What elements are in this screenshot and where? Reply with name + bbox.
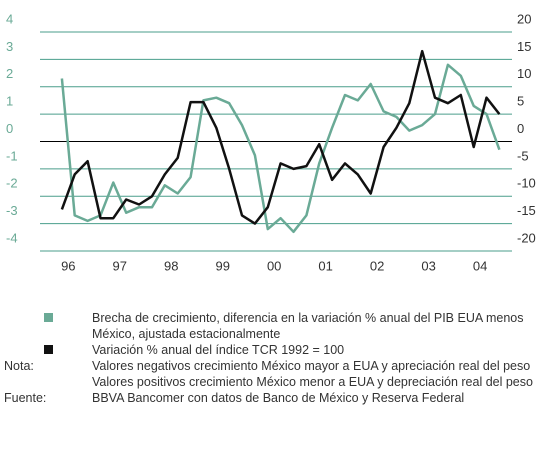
legend-entry: Variación % anual del índice TCR 1992 = … xyxy=(0,342,553,358)
x-tick-label: 01 xyxy=(318,258,332,273)
x-tick-label: 97 xyxy=(113,258,127,273)
x-tick-label: 98 xyxy=(164,258,178,273)
note-spacer xyxy=(0,374,92,390)
y-tick-label: -3 xyxy=(6,203,18,218)
y2-tick-label: 10 xyxy=(517,66,531,81)
legend-key xyxy=(0,310,92,342)
series-line xyxy=(60,49,501,225)
y2-tick-label: -15 xyxy=(517,203,536,218)
legend-swatch xyxy=(44,345,53,354)
y-tick-label: 2 xyxy=(6,66,13,81)
y2-tick-label: 5 xyxy=(517,94,524,109)
x-tick-label: 04 xyxy=(473,258,487,273)
legend-label: Variación % anual del índice TCR 1992 = … xyxy=(92,343,345,357)
note-row: Fuente: BBVA Bancomer con datos de Banco … xyxy=(0,390,553,406)
x-tick-label: 00 xyxy=(267,258,281,273)
y-tick-label: 1 xyxy=(6,94,13,109)
y-tick-label: -1 xyxy=(6,148,18,163)
note-text: Valores negativos crecimiento México may… xyxy=(92,359,531,373)
y-tick-label: -4 xyxy=(6,230,18,245)
note-label: Nota: xyxy=(4,359,34,373)
y-tick-label: 3 xyxy=(6,39,13,54)
y2-tick-label: 20 xyxy=(517,11,531,26)
legend-swatch xyxy=(44,313,53,322)
legend: Brecha de crecimiento, diferencia en la … xyxy=(0,310,553,406)
note-text: BBVA Bancomer con datos de Banco de Méxi… xyxy=(92,391,465,405)
y2-tick-label: -10 xyxy=(517,176,536,191)
y-tick-label: 0 xyxy=(6,121,13,136)
x-tick-label: 99 xyxy=(215,258,229,273)
legend-label: Brecha de crecimiento, diferencia en la … xyxy=(92,311,524,341)
y2-tick-label: 15 xyxy=(517,39,531,54)
series-line xyxy=(60,63,501,234)
note-text: Valores positivos crecimiento México men… xyxy=(92,375,533,389)
legend-key xyxy=(0,342,92,358)
legend-entry: Brecha de crecimiento, diferencia en la … xyxy=(0,310,553,342)
y-tick-label: 4 xyxy=(6,11,13,26)
y2-tick-label: -20 xyxy=(517,230,536,245)
x-tick-label: 02 xyxy=(370,258,384,273)
note-row: Nota: Valores negativos crecimiento Méxic… xyxy=(0,358,553,374)
note-label: Fuente: xyxy=(4,391,47,405)
x-tick-label: 96 xyxy=(61,258,75,273)
y2-tick-label: 0 xyxy=(517,121,524,136)
x-tick-label: 03 xyxy=(421,258,435,273)
y-tick-label: -2 xyxy=(6,176,18,191)
note-row: Valores positivos crecimiento México men… xyxy=(0,374,553,390)
y2-tick-label: -5 xyxy=(517,148,529,163)
